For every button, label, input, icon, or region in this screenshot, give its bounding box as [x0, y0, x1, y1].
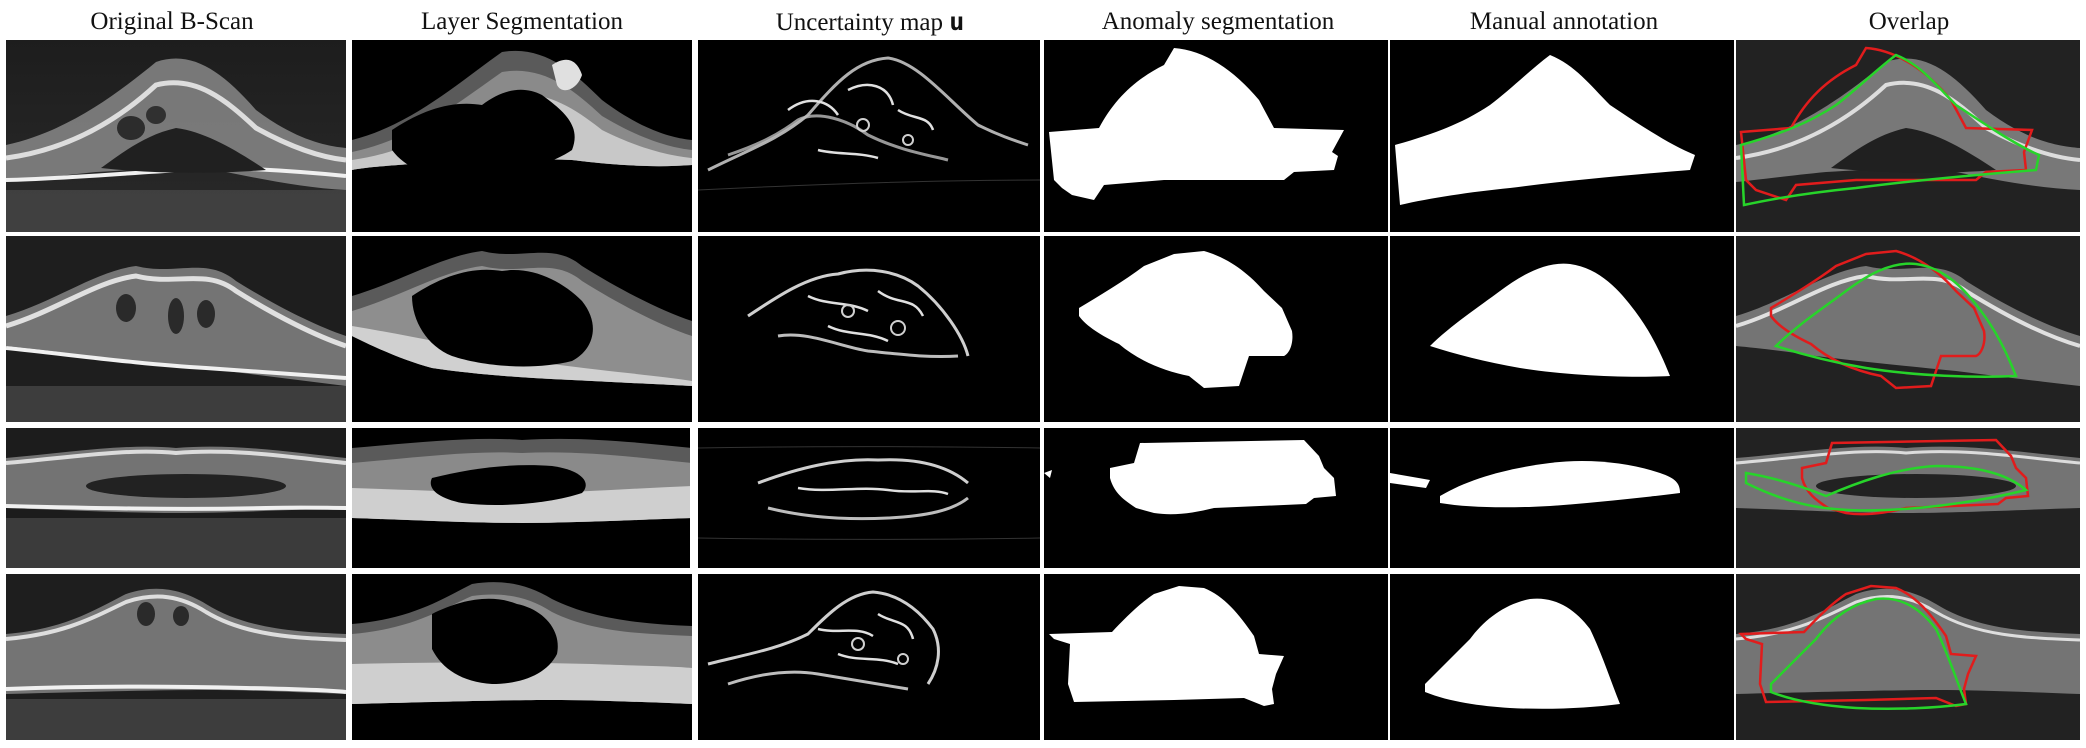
anomaly-mask: [1079, 251, 1293, 388]
manual-annotation-image-row-2: [1390, 236, 1734, 422]
manual-mask: [1440, 461, 1680, 508]
uncertainty-map-image-row-1: [698, 40, 1040, 232]
column-header-manual-annotation: Manual annotation: [1469, 8, 1659, 35]
manual-mask: [1395, 55, 1695, 205]
anomaly-mask: [1049, 586, 1284, 706]
overlap-manual-contour: [1744, 464, 2029, 512]
uncertainty-map-image-row-3: [698, 428, 1040, 568]
bscan-image-row-1: [6, 40, 346, 232]
overlap-image-row-2: [1736, 236, 2080, 422]
uncertainty-title-text: Uncertainty map: [775, 9, 950, 36]
layer-segmentation-image-row-3: [352, 428, 692, 568]
manual-mask: [1430, 263, 1670, 377]
anomaly-segmentation-image-row-4: [1044, 574, 1388, 740]
overlap-prediction-contour: [1800, 438, 2030, 516]
manual-annotation-image-row-1: [1390, 40, 1734, 232]
anomaly-mask: [1049, 48, 1344, 200]
anomaly-segmentation-image-row-2: [1044, 236, 1388, 422]
bscan-image-row-3: [6, 428, 346, 568]
overlap-manual-contour: [1773, 262, 2018, 378]
uncertainty-map-image-row-2: [698, 236, 1040, 422]
column-header-bscan: Original B-Scan: [90, 8, 254, 35]
anomaly-segmentation-image-row-3: [1044, 428, 1388, 568]
overlap-image-row-4: [1736, 574, 2080, 740]
column-header-layer-segmentation: Layer Segmentation: [420, 8, 623, 35]
uncertainty-map-image-row-4: [698, 574, 1040, 740]
anomaly-mask: [1110, 440, 1336, 515]
anomaly-segmentation-image-row-1: [1044, 40, 1388, 232]
layer-segmentation-image-row-2: [352, 236, 692, 422]
overlap-manual-contour: [1769, 597, 1968, 711]
bscan-image-row-2: [6, 236, 346, 422]
overlap-prediction-contour: [1738, 584, 1978, 708]
manual-annotation-image-row-3: [1390, 428, 1734, 568]
overlap-manual-contour: [1739, 53, 2041, 207]
overlap-image-row-1: [1736, 40, 2080, 232]
column-header-uncertainty-map: Uncertainty map u: [700, 4, 1040, 40]
column-header-overlap: Overlap: [1868, 8, 1950, 35]
overlap-prediction-contour: [1769, 249, 1986, 390]
layer-segmentation-image-row-1: [352, 40, 692, 232]
manual-mask: [1425, 598, 1620, 709]
uncertainty-symbol: u: [949, 7, 965, 36]
layer-segmentation-image-row-4: [352, 574, 692, 740]
manual-annotation-image-row-4: [1390, 574, 1734, 740]
column-header-anomaly-segmentation: Anomaly segmentation: [1101, 8, 1335, 35]
bscan-image-row-4: [6, 574, 346, 740]
overlap-image-row-3: [1736, 428, 2080, 568]
